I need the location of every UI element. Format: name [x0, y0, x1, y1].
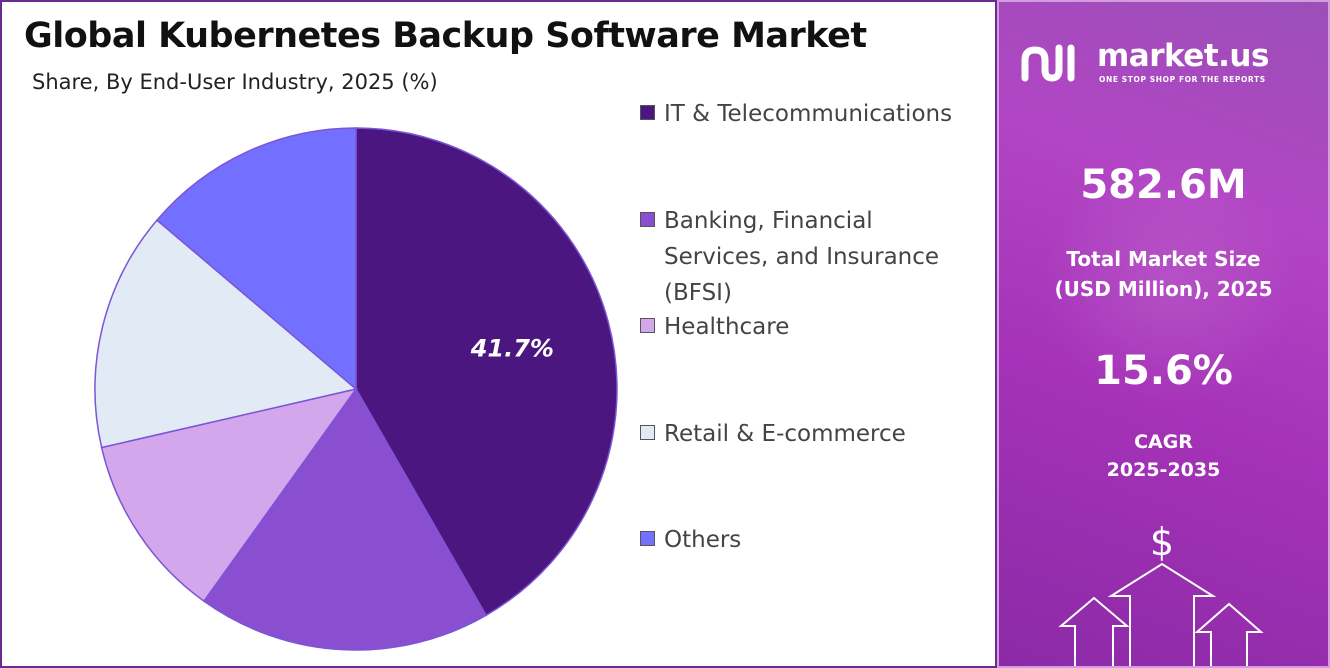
legend-label: Retail & E-commerce	[664, 421, 906, 447]
cagr-label: CAGR	[1134, 431, 1193, 453]
legend-label: Others	[664, 527, 742, 553]
up-arrow-icon	[1058, 596, 1130, 666]
logo-tagline: ONE STOP SHOP FOR THE REPORTS	[1099, 75, 1266, 84]
pie-slice-others	[155, 127, 357, 391]
up-arrow-icon	[1107, 562, 1217, 666]
legend-swatch	[640, 531, 655, 546]
up-arrow-icons	[1058, 562, 1264, 666]
legend-item-others: Others	[640, 522, 984, 558]
pie-slice-it-telecommunications	[355, 127, 618, 617]
dollar-sign-icon: $	[1150, 520, 1174, 564]
pie-chart: 41.7%	[94, 127, 618, 651]
pie-slice-banking-financial-services-and-insurance-bfsi	[202, 387, 488, 651]
brand-logo: market.us ONE STOP SHOP FOR THE REPORTS	[1019, 38, 1319, 88]
market-size-label-line2: (USD Million), 2025	[1054, 277, 1273, 301]
legend-item-retail: Retail & E-commerce	[640, 416, 984, 452]
up-arrow-icon	[1194, 602, 1264, 666]
growth-arrows-illustration: $	[1058, 520, 1264, 666]
legend-label: Banking, Financial Services, and Insuran…	[664, 208, 940, 306]
cagr-period: 2025-2035	[1106, 459, 1221, 481]
legend-item-it-telecom: IT & Telecommunications	[640, 96, 984, 132]
market-size-value: 582.6M	[1080, 162, 1247, 208]
stats-panel: market.us ONE STOP SHOP FOR THE REPORTS …	[997, 0, 1330, 668]
market-us-logo-icon	[1021, 44, 1075, 82]
pie-data-label: 41.7%	[470, 334, 554, 362]
chart-title: Global Kubernetes Backup Software Market	[24, 16, 867, 56]
legend-swatch	[640, 105, 655, 120]
legend-item-healthcare: Healthcare	[640, 309, 984, 345]
chart-subtitle: Share, By End-User Industry, 2025 (%)	[32, 70, 438, 94]
pie-slice-retail-e-commerce	[94, 219, 358, 449]
legend-item-bfsi: Banking, Financial Services, and Insuran…	[640, 203, 984, 311]
legend-label: IT & Telecommunications	[664, 101, 953, 127]
legend-swatch	[640, 212, 655, 227]
logo-wordmark: market.us	[1097, 38, 1269, 74]
market-size-label-line1: Total Market Size	[1066, 247, 1261, 271]
pie-slice-healthcare	[100, 387, 358, 603]
chart-panel: Global Kubernetes Backup Software Market…	[0, 0, 997, 668]
background-glow	[1039, 152, 1299, 412]
legend-swatch	[640, 318, 655, 333]
legend-label: Healthcare	[664, 314, 790, 340]
cagr-value: 15.6%	[1094, 348, 1233, 394]
legend-swatch	[640, 425, 655, 440]
